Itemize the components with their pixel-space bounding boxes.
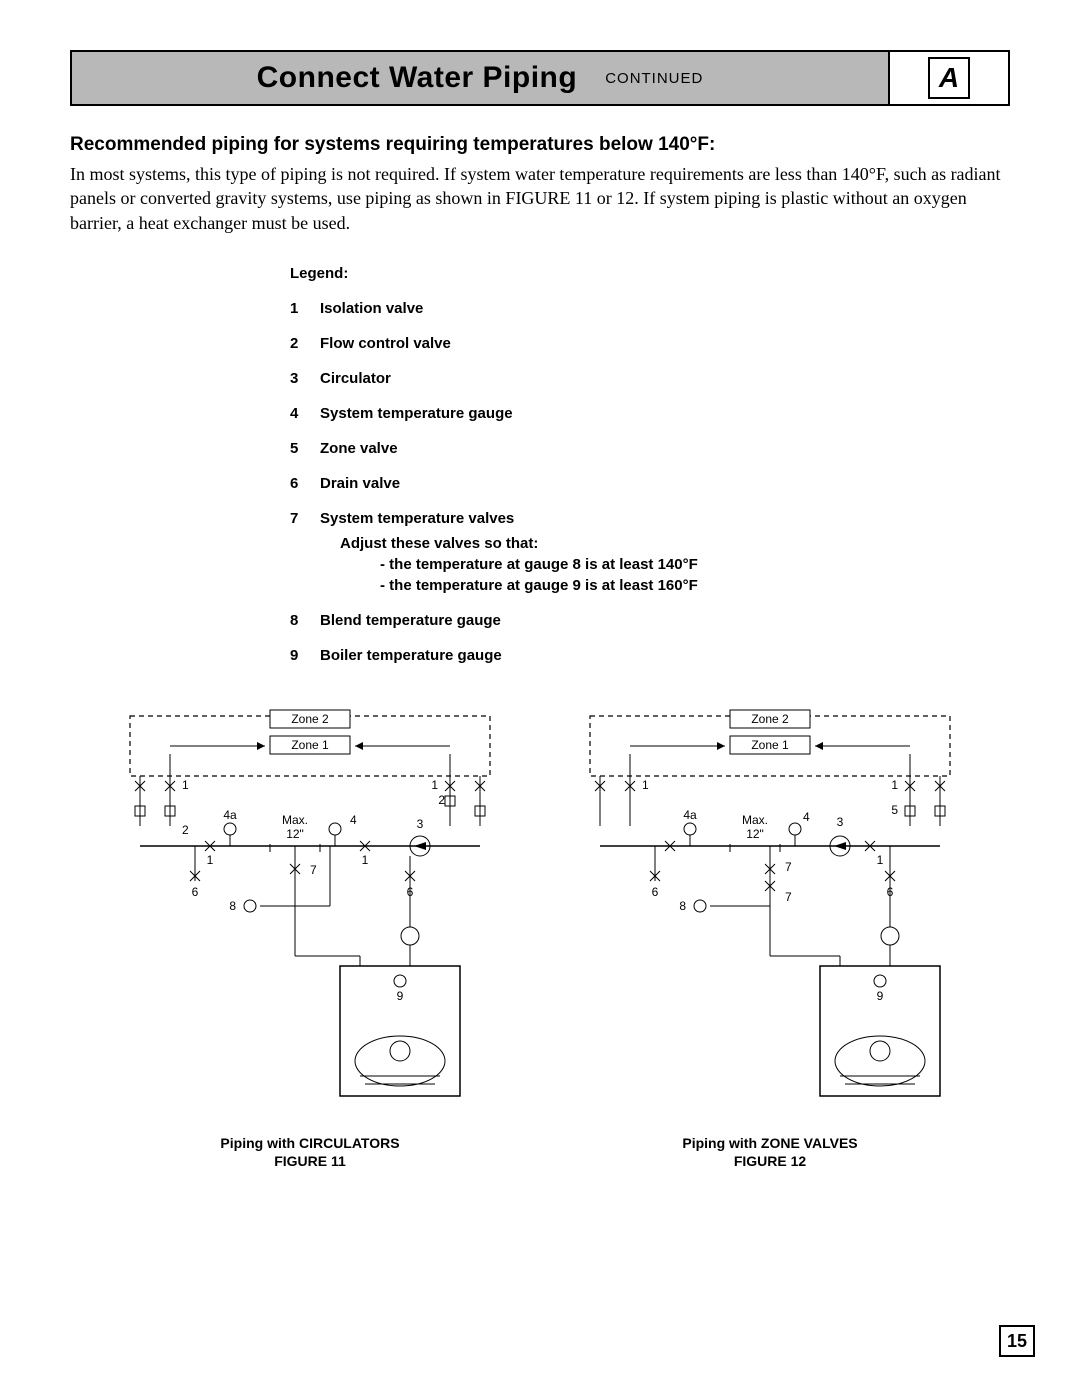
svg-text:Zone 2: Zone 2 (751, 712, 789, 726)
legend-subline: - the temperature at gauge 8 is at least… (380, 554, 1010, 575)
legend-item: 3 Circulator (290, 368, 1010, 389)
header-title: Connect Water Piping (257, 61, 578, 95)
section-header: Connect Water Piping CONTINUED A (70, 50, 1010, 106)
svg-text:12": 12" (746, 827, 764, 841)
zone1-label: Zone 1 (291, 738, 329, 752)
svg-text:1: 1 (362, 853, 369, 867)
svg-text:2: 2 (182, 823, 189, 837)
legend-label: Isolation valve (320, 298, 423, 319)
svg-text:4a: 4a (683, 808, 697, 822)
svg-text:1: 1 (431, 778, 438, 792)
section-body: In most systems, this type of piping is … (70, 162, 1010, 235)
brand-logo-letter: A (939, 62, 959, 94)
svg-text:7: 7 (785, 860, 792, 874)
zone2-label: Zone 2 (291, 712, 329, 726)
legend-num: 3 (290, 368, 320, 389)
svg-text:1: 1 (182, 778, 189, 792)
svg-text:1: 1 (877, 853, 884, 867)
svg-text:9: 9 (877, 989, 884, 1003)
legend: Legend: 1 Isolation valve 2 Flow control… (290, 263, 1010, 666)
figure-left: Zone 2 Zone 1 (110, 706, 510, 1170)
figure-left-diagram: Zone 2 Zone 1 (110, 706, 510, 1126)
header-continued: CONTINUED (605, 70, 703, 87)
legend-item: 8 Blend temperature gauge (290, 610, 1010, 631)
figures-row: Zone 2 Zone 1 (70, 706, 1010, 1170)
legend-subline: - the temperature at gauge 9 is at least… (380, 575, 1010, 596)
figure-left-caption-line1: Piping with CIRCULATORS (220, 1135, 399, 1151)
legend-label: System temperature valves (320, 508, 514, 529)
svg-text:1: 1 (207, 853, 214, 867)
legend-item: 9 Boiler temperature gauge (290, 645, 1010, 666)
legend-num: 5 (290, 438, 320, 459)
svg-text:7: 7 (785, 890, 792, 904)
svg-text:8: 8 (229, 899, 236, 913)
legend-label: Drain valve (320, 473, 400, 494)
svg-text:3: 3 (417, 817, 424, 831)
svg-text:Max.: Max. (282, 813, 308, 827)
legend-num: 1 (290, 298, 320, 319)
legend-label: Boiler temperature gauge (320, 645, 502, 666)
figure-left-caption: Piping with CIRCULATORS FIGURE 11 (220, 1134, 399, 1170)
legend-item: 2 Flow control valve (290, 333, 1010, 354)
svg-text:Zone 1: Zone 1 (751, 738, 789, 752)
legend-num: 2 (290, 333, 320, 354)
svg-text:5: 5 (891, 803, 898, 817)
legend-item: 4 System temperature gauge (290, 403, 1010, 424)
svg-text:4a: 4a (223, 808, 237, 822)
figure-left-caption-line2: FIGURE 11 (274, 1153, 346, 1169)
svg-text:9: 9 (397, 989, 404, 1003)
svg-text:3: 3 (837, 815, 844, 829)
svg-text:12": 12" (286, 827, 304, 841)
brand-logo-icon: A (928, 57, 970, 99)
svg-text:7: 7 (310, 863, 317, 877)
header-logo-box: A (888, 52, 1008, 104)
page-number: 15 (999, 1325, 1035, 1357)
legend-num: 4 (290, 403, 320, 424)
svg-text:1: 1 (642, 778, 649, 792)
figure-right-caption: Piping with ZONE VALVES FIGURE 12 (682, 1134, 857, 1170)
legend-label: Circulator (320, 368, 391, 389)
legend-item: 7 System temperature valves (290, 508, 1010, 529)
legend-num: 8 (290, 610, 320, 631)
svg-text:6: 6 (652, 885, 659, 899)
legend-item: 6 Drain valve (290, 473, 1010, 494)
figure-right: Zone 2 Zone 1 1 1 (570, 706, 970, 1170)
svg-text:Max.: Max. (742, 813, 768, 827)
svg-text:1: 1 (891, 778, 898, 792)
legend-subline: Adjust these valves so that: (340, 533, 1010, 554)
legend-num: 9 (290, 645, 320, 666)
figure-right-caption-line2: FIGURE 12 (734, 1153, 806, 1169)
legend-label: System temperature gauge (320, 403, 513, 424)
legend-label: Flow control valve (320, 333, 451, 354)
legend-title: Legend: (290, 263, 1010, 284)
svg-text:6: 6 (192, 885, 199, 899)
legend-label: Zone valve (320, 438, 398, 459)
svg-text:4: 4 (803, 810, 810, 824)
svg-text:8: 8 (679, 899, 686, 913)
legend-item: 5 Zone valve (290, 438, 1010, 459)
legend-item: 1 Isolation valve (290, 298, 1010, 319)
header-grey-area: Connect Water Piping CONTINUED (72, 52, 888, 104)
figure-right-caption-line1: Piping with ZONE VALVES (682, 1135, 857, 1151)
legend-num: 7 (290, 508, 320, 529)
section-subheading: Recommended piping for systems requiring… (70, 134, 1010, 156)
legend-num: 6 (290, 473, 320, 494)
figure-right-diagram: Zone 2 Zone 1 1 1 (570, 706, 970, 1126)
svg-text:4: 4 (350, 813, 357, 827)
legend-label: Blend temperature gauge (320, 610, 501, 631)
svg-text:2: 2 (438, 793, 445, 807)
